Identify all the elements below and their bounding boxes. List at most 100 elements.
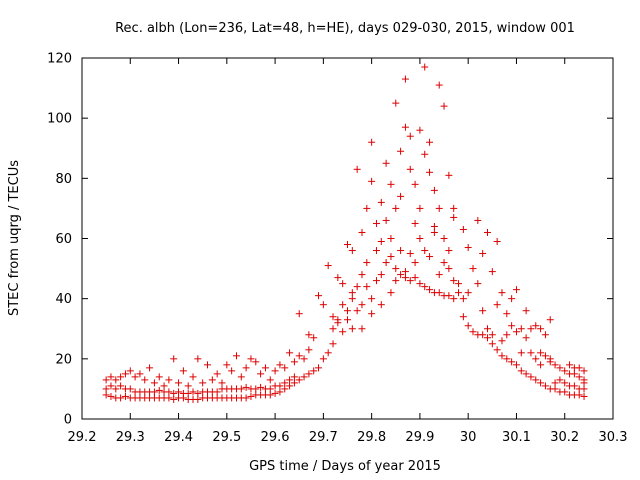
data-point	[334, 319, 342, 327]
data-point	[223, 361, 231, 369]
data-point	[537, 379, 545, 387]
data-point	[170, 389, 178, 397]
data-point	[290, 373, 298, 381]
data-point	[136, 370, 144, 378]
data-point	[372, 277, 380, 285]
data-point	[117, 373, 125, 381]
data-point	[295, 376, 303, 384]
data-point	[368, 138, 376, 146]
data-point	[377, 238, 385, 246]
data-point	[247, 392, 255, 400]
data-point	[358, 301, 366, 309]
y-tick-label: 100	[47, 112, 72, 127]
data-point	[517, 367, 525, 375]
data-point	[440, 102, 448, 110]
data-point	[517, 325, 525, 333]
data-point	[319, 301, 327, 309]
data-point	[397, 247, 405, 255]
data-point	[493, 346, 501, 354]
x-tick-label: 29.3	[116, 430, 145, 445]
data-point	[290, 358, 298, 366]
data-point	[348, 289, 356, 297]
data-point	[146, 364, 154, 372]
data-point	[344, 316, 351, 324]
data-point	[276, 382, 284, 390]
data-point	[242, 394, 250, 402]
data-point	[358, 228, 366, 236]
data-point	[522, 334, 530, 342]
data-point	[508, 322, 516, 330]
data-point	[546, 358, 554, 366]
data-point	[112, 376, 120, 384]
x-tick-label: 29.7	[309, 430, 338, 445]
data-point	[580, 392, 588, 400]
data-point	[329, 340, 337, 348]
data-point	[102, 391, 110, 399]
data-point	[281, 364, 289, 372]
data-point	[464, 289, 472, 297]
data-point	[556, 376, 564, 384]
data-point	[392, 99, 400, 107]
data-point	[541, 352, 549, 360]
data-point	[247, 355, 255, 363]
data-point	[339, 328, 347, 336]
y-tick-label: 20	[55, 352, 72, 367]
data-point	[488, 331, 496, 339]
data-point	[194, 395, 202, 403]
data-point	[107, 392, 115, 400]
data-point	[546, 316, 554, 324]
data-point	[276, 361, 284, 369]
data-point	[363, 204, 371, 212]
data-point	[387, 235, 395, 242]
data-point	[237, 385, 245, 393]
data-point	[455, 289, 463, 297]
data-point	[474, 280, 482, 288]
data-point	[421, 63, 429, 71]
data-point	[175, 379, 183, 387]
data-point	[266, 376, 274, 384]
data-point	[170, 395, 178, 403]
data-point	[522, 307, 530, 315]
data-point	[541, 382, 549, 390]
data-point	[199, 379, 207, 387]
data-point	[310, 367, 318, 375]
data-point	[561, 379, 569, 387]
data-point	[440, 259, 448, 267]
data-point	[387, 253, 395, 261]
data-point	[401, 75, 409, 83]
data-point	[300, 373, 308, 381]
y-tick-label: 120	[47, 52, 72, 67]
data-point	[406, 132, 414, 140]
data-point	[126, 367, 134, 375]
data-point	[266, 391, 274, 399]
data-point	[397, 147, 405, 155]
data-point	[232, 352, 240, 360]
data-point	[430, 222, 438, 230]
data-point	[532, 322, 540, 330]
y-axis-label: STEC from uqrg / TECUs	[7, 160, 22, 316]
data-point	[435, 81, 443, 89]
data-point	[430, 186, 438, 194]
data-point	[344, 241, 351, 249]
data-point	[305, 370, 313, 378]
data-point	[257, 370, 265, 378]
data-point	[117, 394, 125, 402]
data-point	[382, 216, 390, 224]
data-point	[102, 376, 110, 384]
x-axis-label: GPS time / Days of year 2015	[249, 459, 441, 474]
data-point	[329, 325, 337, 333]
chart-title: Rec. albh (Lon=236, Lat=48, h=HE), days …	[115, 21, 575, 36]
data-point	[464, 244, 472, 252]
data-point	[488, 268, 496, 276]
data-point	[107, 382, 115, 390]
x-tick-label: 29.5	[212, 430, 241, 445]
data-point	[300, 355, 308, 363]
data-point	[204, 361, 212, 369]
data-point	[329, 313, 337, 321]
data-point	[353, 165, 361, 173]
data-point	[281, 385, 289, 393]
data-point	[348, 247, 356, 255]
data-point	[377, 198, 385, 206]
data-point	[479, 250, 487, 258]
data-point	[295, 310, 303, 318]
